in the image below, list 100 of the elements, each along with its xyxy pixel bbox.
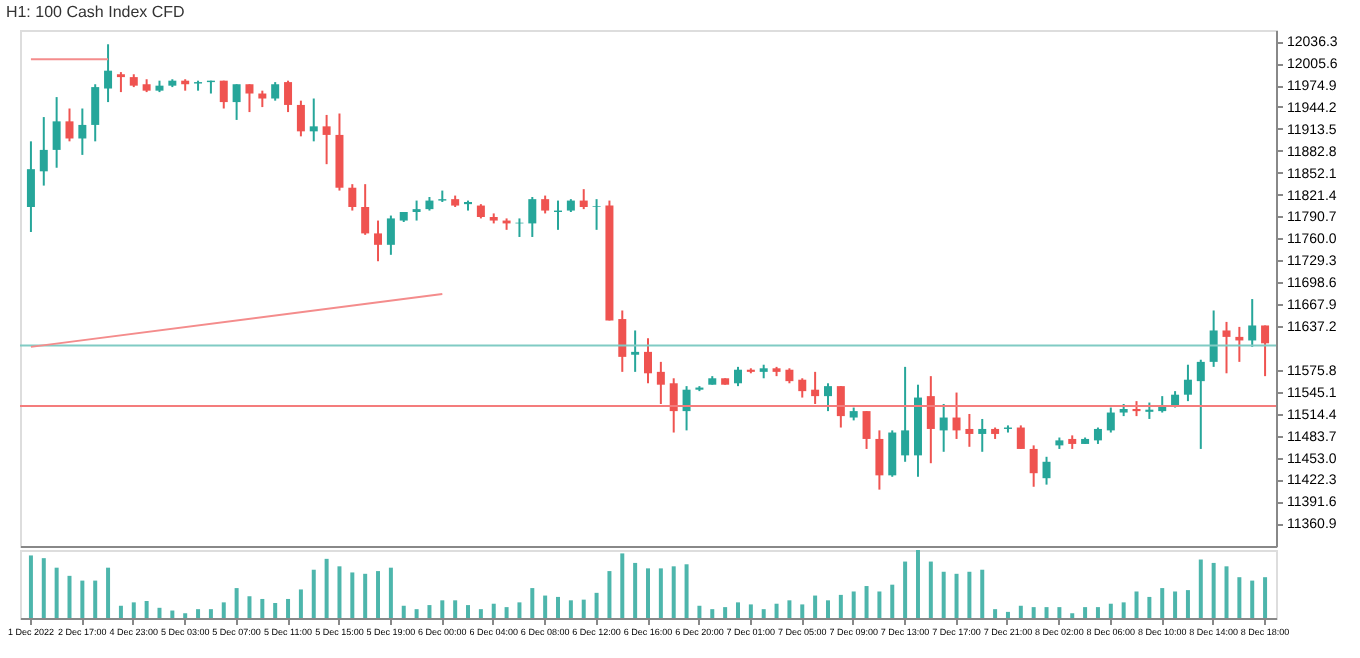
bar xyxy=(543,595,548,618)
candlestick xyxy=(78,107,87,156)
bar xyxy=(1057,607,1062,618)
bar xyxy=(607,571,612,618)
bar xyxy=(1108,603,1113,618)
candlestick xyxy=(926,375,935,465)
bar xyxy=(311,569,316,618)
bar xyxy=(234,588,239,618)
candlestick xyxy=(322,113,331,166)
bar xyxy=(748,604,753,618)
bar xyxy=(581,599,586,618)
candlestick xyxy=(978,417,987,453)
bar xyxy=(941,571,946,618)
candlestick xyxy=(52,96,61,169)
candlestick xyxy=(348,183,357,212)
bar xyxy=(928,561,933,618)
bar xyxy=(221,602,226,618)
bar xyxy=(890,584,895,618)
candlestick xyxy=(412,199,421,222)
bar xyxy=(286,598,291,618)
candlestick xyxy=(374,219,383,263)
bar xyxy=(761,609,766,618)
bar xyxy=(388,567,393,618)
bar xyxy=(67,575,72,618)
bar xyxy=(864,586,869,618)
bar xyxy=(568,600,573,618)
bar xyxy=(787,600,792,618)
candlestick xyxy=(284,79,293,114)
bar xyxy=(1018,605,1023,618)
candlestick xyxy=(836,385,845,429)
candlestick xyxy=(1261,324,1270,378)
chart-title: H1: 100 Cash Index CFD xyxy=(5,3,186,21)
candlestick xyxy=(361,183,370,236)
bar xyxy=(93,580,98,618)
candlestick xyxy=(656,360,665,405)
bar xyxy=(28,555,33,618)
bar xyxy=(684,564,689,618)
candlestick xyxy=(1016,424,1025,450)
bar xyxy=(453,600,458,618)
bar xyxy=(646,568,650,618)
bar xyxy=(1095,607,1100,618)
bar xyxy=(594,592,599,618)
candlestick xyxy=(116,71,125,94)
bar xyxy=(774,603,779,618)
bar xyxy=(838,594,843,618)
bar xyxy=(440,600,445,618)
candlestick xyxy=(631,329,640,373)
bar xyxy=(1005,611,1010,618)
candlestick xyxy=(875,429,884,491)
bar xyxy=(1031,607,1036,618)
bar xyxy=(1147,596,1152,618)
bar xyxy=(1121,602,1126,618)
candlestick xyxy=(1222,320,1231,375)
bar xyxy=(80,580,85,618)
bar xyxy=(350,572,355,618)
bar xyxy=(260,598,265,618)
bar xyxy=(658,568,663,618)
bar xyxy=(324,558,329,618)
bar xyxy=(54,567,59,618)
bar xyxy=(208,609,213,618)
candlestick xyxy=(888,429,897,478)
bar xyxy=(671,566,676,618)
bar xyxy=(337,566,342,618)
bar xyxy=(273,603,278,618)
bar xyxy=(504,607,509,618)
bar xyxy=(363,573,368,618)
bar xyxy=(1211,562,1216,618)
bar xyxy=(633,562,638,618)
bar xyxy=(1134,591,1139,618)
bar xyxy=(1160,588,1165,618)
bar xyxy=(735,602,740,618)
bar xyxy=(825,600,830,618)
bar xyxy=(967,571,972,618)
candlestick xyxy=(296,99,305,138)
candlestick xyxy=(1196,358,1205,450)
candlestick xyxy=(1029,444,1038,488)
bar xyxy=(478,609,483,618)
bar xyxy=(491,603,496,618)
bar xyxy=(118,605,123,618)
bar xyxy=(851,591,856,618)
candlestick xyxy=(965,412,974,448)
bar xyxy=(517,602,522,618)
bar xyxy=(1198,559,1203,618)
candlestick xyxy=(862,410,871,450)
bar xyxy=(376,571,381,618)
candlestick xyxy=(1042,455,1051,486)
bar xyxy=(530,588,535,618)
bar xyxy=(1083,607,1088,618)
bar xyxy=(954,573,959,618)
bar xyxy=(131,602,136,618)
candlestick xyxy=(271,81,280,102)
candlestick xyxy=(1106,406,1115,434)
candlestick xyxy=(39,116,48,187)
bar xyxy=(196,609,201,618)
candlestick xyxy=(592,198,601,231)
bar xyxy=(414,609,419,618)
candlestick xyxy=(669,377,678,434)
candlestick xyxy=(579,188,588,211)
bar xyxy=(1185,590,1190,618)
bar xyxy=(170,610,175,618)
